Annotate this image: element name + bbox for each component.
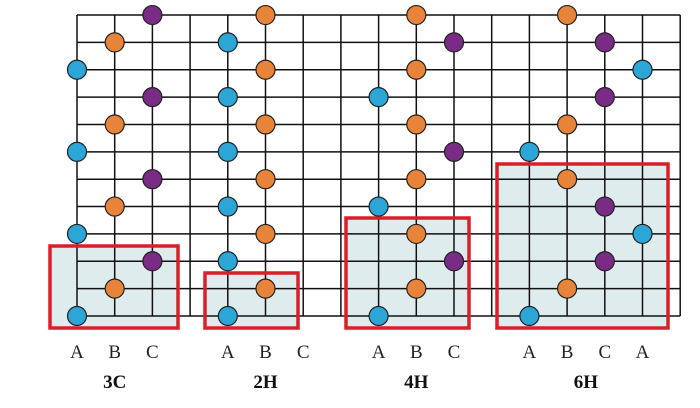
highlight-box <box>203 271 300 330</box>
atom <box>217 87 238 108</box>
atom <box>66 59 88 80</box>
column-label: A <box>372 342 386 363</box>
atom <box>142 87 163 108</box>
column-label: B <box>108 342 121 363</box>
polytype-name: 2H <box>253 372 278 393</box>
atom <box>556 278 578 299</box>
atom <box>104 114 125 135</box>
atom <box>368 305 389 327</box>
atom <box>142 169 163 190</box>
atom <box>142 251 163 272</box>
column-label: C <box>297 342 310 363</box>
atom <box>217 251 238 272</box>
atom <box>406 278 427 299</box>
atom <box>66 141 88 162</box>
atom <box>66 305 88 327</box>
atom <box>255 114 276 135</box>
column-label: B <box>561 342 574 363</box>
highlight-box <box>48 244 180 330</box>
column-label: B <box>410 342 423 363</box>
atom <box>217 141 238 162</box>
atom <box>406 169 427 190</box>
atom <box>217 196 238 217</box>
atom <box>519 305 540 327</box>
polytype-name: 3C <box>103 372 126 393</box>
polytype-name: 4H <box>404 372 429 393</box>
atom <box>556 114 578 135</box>
atom <box>443 141 465 162</box>
atom <box>368 87 389 108</box>
atom <box>406 114 427 135</box>
atom <box>104 32 125 53</box>
column-label: A <box>221 342 235 363</box>
polytype-name: 6H <box>574 372 599 393</box>
column-label: A <box>70 342 84 363</box>
atom <box>632 59 653 80</box>
column-label: B <box>259 342 272 363</box>
atom <box>66 223 88 245</box>
atom <box>443 32 465 53</box>
atom <box>255 4 276 26</box>
atom <box>594 87 615 108</box>
atom <box>594 32 615 53</box>
atom <box>406 59 427 80</box>
highlight-fill <box>497 164 668 328</box>
atom <box>217 32 238 53</box>
atom <box>594 196 615 217</box>
atom <box>443 251 465 272</box>
atom <box>255 169 276 190</box>
atom <box>594 251 615 272</box>
atom <box>406 223 427 245</box>
atom <box>142 4 163 26</box>
atom <box>104 278 125 299</box>
atom <box>519 141 540 162</box>
column-label: C <box>146 342 159 363</box>
atom <box>406 4 427 26</box>
column-label: A <box>636 342 650 363</box>
atom <box>556 4 578 26</box>
column-label: A <box>523 342 537 363</box>
column-label: C <box>448 342 461 363</box>
atom <box>632 223 653 245</box>
atom <box>556 169 578 190</box>
atom <box>255 59 276 80</box>
highlight-box <box>495 162 670 330</box>
highlight-box <box>344 216 471 330</box>
column-label: C <box>598 342 611 363</box>
atom <box>255 278 276 299</box>
atom <box>104 196 125 217</box>
atom <box>368 196 389 217</box>
atom <box>217 305 238 327</box>
atom <box>255 223 276 245</box>
